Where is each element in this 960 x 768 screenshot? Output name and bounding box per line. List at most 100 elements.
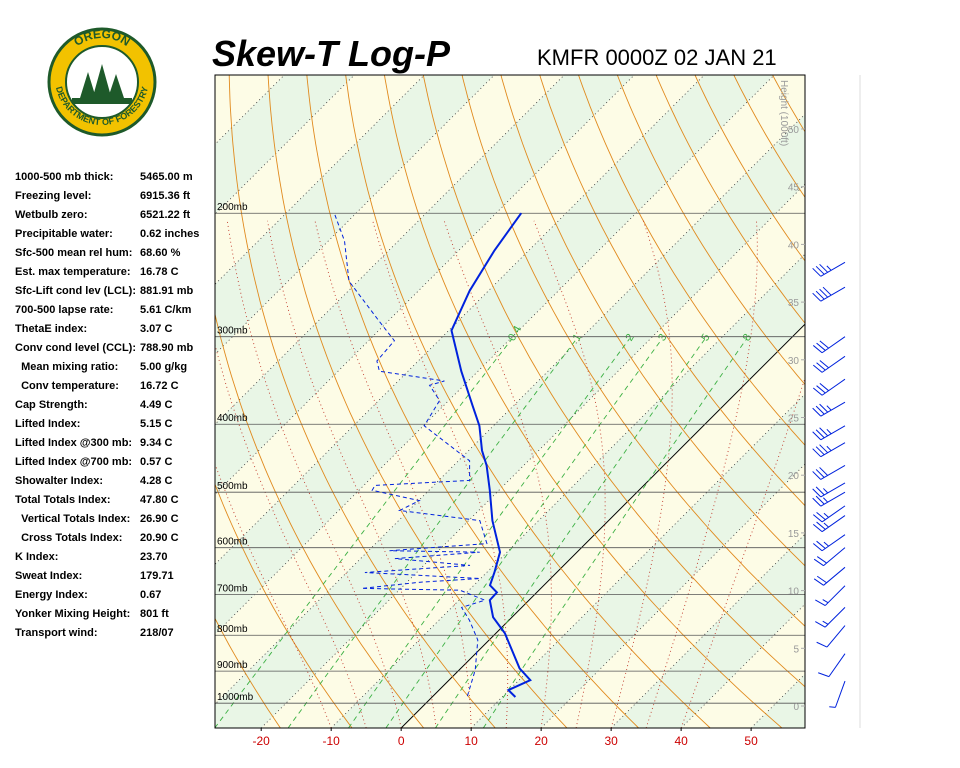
stat-label: Vertical Totals Index: — [15, 513, 130, 525]
dry-adiabat — [733, 75, 805, 199]
wind-barb — [812, 261, 846, 277]
stat-value: 0.62 inches — [140, 228, 199, 240]
y-tick-label: 200mb — [217, 202, 248, 213]
logo: OREGON DEPARTMENT OF FORESTRY — [47, 27, 157, 137]
dry-adiabat — [306, 75, 639, 728]
dry-adiabat — [808, 70, 960, 728]
stat-value: 20.90 C — [140, 532, 179, 544]
stat-label: ThetaE index: — [15, 323, 87, 335]
moist-adiabat — [372, 220, 509, 728]
stat-value: 4.49 C — [140, 399, 172, 411]
mixing-ratio-label: 1 — [571, 332, 584, 343]
mixing-ratio-label: 5 — [699, 332, 712, 343]
height-tick-label: 0 — [793, 702, 799, 713]
dry-adiabat — [345, 75, 711, 728]
wind-barb — [812, 534, 846, 552]
wind-barb — [812, 515, 846, 533]
stat-label: Yonker Mixing Height: — [15, 608, 130, 620]
wind-barb — [812, 425, 846, 441]
stat-label: Transport wind: — [15, 627, 98, 639]
mixing-ratio-line — [215, 338, 513, 728]
mixing-ratio-line — [385, 338, 663, 728]
isotherm — [821, 75, 960, 728]
height-tick-label: 40 — [788, 240, 800, 251]
mixing-ratio-label: 8 — [741, 332, 754, 343]
height-axis-label: Height (1000ft) — [778, 80, 789, 146]
moist-adiabat — [645, 220, 758, 728]
stat-value: 23.70 — [140, 551, 168, 563]
mixing-ratio-line — [482, 338, 748, 728]
stat-label: Showalter Index: — [15, 475, 103, 487]
stat-label: Est. max temperature: — [15, 266, 131, 278]
dry-adiabat — [383, 75, 783, 728]
height-tick-label: 50 — [788, 125, 800, 136]
stat-label: Conv cond level (CCL): — [15, 342, 136, 354]
wind-barb — [812, 491, 846, 507]
x-tick-label: -20 — [253, 734, 271, 748]
wind-barb — [812, 482, 846, 498]
temp-band — [751, 674, 805, 728]
dry-adiabat — [694, 75, 805, 262]
dry-adiabat — [267, 75, 568, 728]
stats-panel: 1000-500 mb thick: 5465.00 m Freezing leve… — [15, 171, 199, 639]
stat-label: 1000-500 mb thick: — [15, 171, 113, 183]
stat-label: Energy Index: — [15, 589, 88, 601]
wind-barb — [812, 442, 846, 458]
stat-value: 881.91 mb — [140, 285, 193, 297]
stat-label: Sfc-Lift cond lev (LCL): — [15, 285, 136, 297]
stat-value: 26.90 C — [140, 513, 179, 525]
stat-label: Cross Totals Index: — [15, 532, 122, 544]
stat-value: 68.60 % — [140, 247, 181, 259]
stat-label: Total Totals Index: — [15, 494, 111, 506]
wind-barb — [818, 653, 846, 678]
stat-value: 5.00 g/kg — [140, 361, 187, 373]
wind-barb — [816, 625, 846, 648]
stat-value: 5.15 C — [140, 418, 172, 430]
wind-barb — [815, 585, 846, 607]
temperature-line — [450, 212, 532, 698]
y-tick-label: 1000mb — [217, 692, 254, 703]
dry-adiabat — [215, 312, 425, 728]
wind-barb — [829, 680, 846, 708]
temp-band — [331, 254, 805, 728]
wind-barb — [813, 566, 846, 586]
height-tick-label: 10 — [788, 587, 800, 598]
y-tick-label: 700mb — [217, 584, 248, 595]
stat-value: 3.07 C — [140, 323, 172, 335]
height-tick-label: 35 — [788, 298, 800, 309]
y-tick-label: 300mb — [217, 326, 248, 337]
stat-label: Sfc-500 mean rel hum: — [15, 247, 132, 259]
chart-subtitle: KMFR 0000Z 02 JAN 21 — [537, 45, 777, 70]
stat-label: 700-500 lapse rate: — [15, 304, 113, 316]
y-tick-label: 900mb — [217, 660, 248, 671]
axes: 200mb 300mb 400mb 500mb 600mb 700mb 800mb 900mb… — [217, 80, 805, 748]
stat-value: 788.90 mb — [140, 342, 193, 354]
stat-label: Conv temperature: — [15, 380, 119, 392]
mixing-ratio-line — [348, 338, 630, 728]
dry-adiabat — [886, 70, 960, 728]
stat-label: Mean mixing ratio: — [15, 361, 118, 373]
dry-adiabat — [539, 75, 805, 507]
stat-label: Wetbulb zero: — [15, 209, 88, 221]
chart-title: Skew-T Log-P — [212, 33, 451, 74]
stat-label: Freezing level: — [15, 190, 91, 202]
y-tick-label: 500mb — [217, 481, 248, 492]
wind-barb — [812, 378, 846, 396]
stat-value: 5.61 C/km — [140, 304, 192, 316]
moist-adiabat — [533, 220, 606, 728]
dry-adiabat — [228, 75, 496, 728]
stat-value: 9.34 C — [140, 437, 172, 449]
x-tick-label: 20 — [534, 734, 548, 748]
y-tick-label: 800mb — [217, 624, 248, 635]
x-tick-label: 0 — [398, 734, 405, 748]
moist-adiabat — [443, 220, 552, 728]
wind-barb — [812, 355, 846, 373]
height-tick-label: 20 — [788, 471, 800, 482]
height-tick-label: 15 — [788, 529, 800, 540]
stat-label: Sweat Index: — [15, 570, 82, 582]
mixing-ratio-label: 2 — [624, 332, 637, 343]
stat-value: 6521.22 ft — [140, 209, 190, 221]
x-tick-label: 50 — [744, 734, 758, 748]
height-tick-label: 30 — [788, 356, 800, 367]
